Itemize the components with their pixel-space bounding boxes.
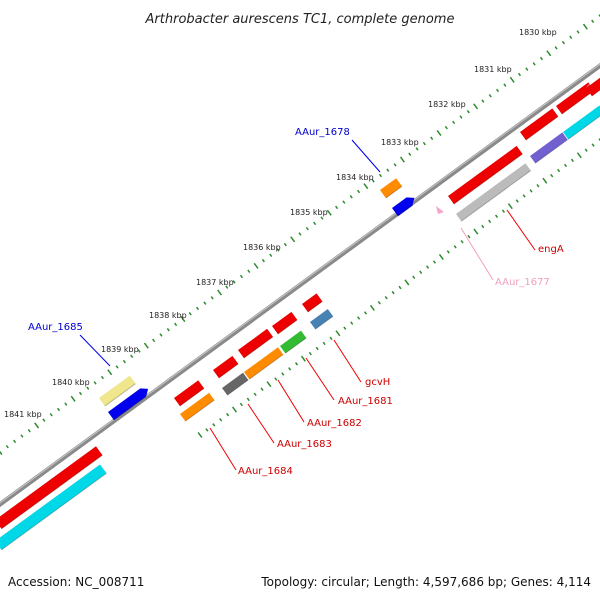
gene-bar-red-2[interactable]: [520, 105, 559, 141]
tick-labels: 1830 kbp 1831 kbp 1832 kbp 1833 kbp 1834 kbp…: [4, 28, 557, 419]
tick-label: 1837 kbp: [196, 278, 234, 287]
tick-label: 1834 kbp: [336, 173, 374, 182]
gene-bar-aaur-1677[interactable]: [456, 160, 532, 222]
gene-bar-purple[interactable]: [530, 129, 568, 164]
leader-aaur-1677: [460, 227, 494, 281]
leader-aaur-1682: [277, 379, 305, 423]
gene-bar-blue-left[interactable]: [108, 385, 149, 421]
leader-aaur-1678: [351, 139, 381, 173]
gene-arrow-aaur-1677: [436, 206, 444, 214]
tick-label: 1836 kbp: [243, 243, 281, 252]
gene-bar-aaur-1684[interactable]: [180, 389, 215, 422]
gene-label-gcvh[interactable]: gcvH: [365, 377, 390, 388]
genome-backbone: [0, 62, 600, 508]
leader-gcvh: [333, 339, 362, 383]
gene-bar-aaur-1684-up[interactable]: [174, 377, 205, 407]
gene-bar-aaur-1685[interactable]: [99, 372, 136, 407]
gene-label-aaur-1681[interactable]: AAur_1681: [338, 396, 393, 407]
gene-bar-aaur-1678[interactable]: [380, 175, 403, 199]
map-title: Arthrobacter aurescens TC1, complete gen…: [145, 12, 455, 27]
leader-aaur-1681: [305, 357, 335, 401]
gene-label-aaur-1685[interactable]: AAur_1685: [28, 322, 83, 333]
gene-bar-enga[interactable]: [448, 142, 523, 205]
gene-bar-aaur-1681[interactable]: [280, 327, 307, 354]
gene-bar-blue-small[interactable]: [392, 194, 415, 217]
gene-bar-gcvh[interactable]: [310, 306, 334, 330]
gene-bar-red-m1[interactable]: [302, 290, 323, 313]
gene-bar-red-m3[interactable]: [238, 325, 274, 359]
leader-enga: [506, 209, 536, 251]
tick-label: 1838 kbp: [149, 311, 187, 320]
gene-bar-aaur-1683[interactable]: [222, 369, 249, 396]
gene-label-aaur-1677[interactable]: AAur_1677: [495, 277, 550, 288]
accession-text: Accession: NC_008711: [8, 575, 144, 589]
genome-summary-text: Topology: circular; Length: 4,597,686 bp…: [260, 575, 591, 589]
tick-label: 1841 kbp: [4, 410, 42, 419]
gene-bar-red-m4[interactable]: [213, 352, 239, 379]
gene-label-aaur-1682[interactable]: AAur_1682: [307, 418, 362, 429]
gene-bar-cyan-big[interactable]: [0, 461, 107, 551]
gene-bar-aaur-1682[interactable]: [244, 344, 284, 380]
leader-aaur-1685: [79, 334, 111, 367]
tick-label: 1831 kbp: [474, 65, 512, 74]
gene-bar-red-m2[interactable]: [272, 308, 298, 335]
tick-label: 1833 kbp: [381, 138, 419, 147]
gene-label-aaur-1678[interactable]: AAur_1678: [295, 127, 350, 138]
leader-aaur-1683: [247, 403, 275, 444]
tick-label: 1839 kbp: [101, 345, 139, 354]
gene-label-enga[interactable]: engA: [538, 244, 564, 255]
gene-bar-red-3[interactable]: [556, 79, 595, 115]
gene-bar-cyan-right[interactable]: [563, 102, 600, 140]
label-leaders: [79, 139, 536, 471]
gene-label-aaur-1683[interactable]: AAur_1683: [277, 439, 332, 450]
gene-bar-red-big[interactable]: [0, 443, 103, 530]
tick-dots: [0, 14, 600, 456]
tick-label: 1832 kbp: [428, 100, 466, 109]
tick-label: 1835 kbp: [290, 208, 328, 217]
leader-aaur-1684: [209, 427, 237, 471]
tick-label: 1830 kbp: [519, 28, 557, 37]
genes: [0, 75, 600, 551]
tick-label: 1840 kbp: [52, 378, 90, 387]
gene-label-aaur-1684[interactable]: AAur_1684: [238, 466, 293, 477]
